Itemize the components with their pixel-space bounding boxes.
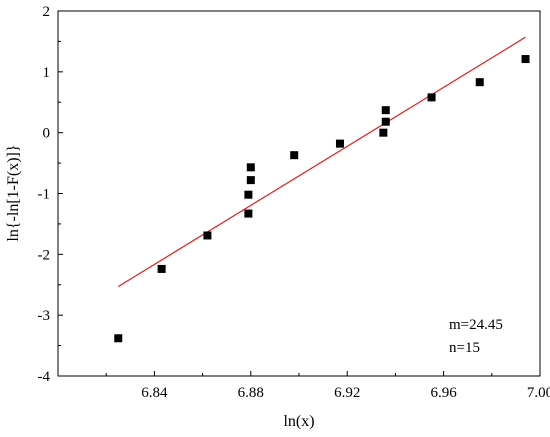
data-point [381, 117, 390, 126]
data-point [246, 163, 255, 172]
data-point [203, 231, 212, 240]
data-point [335, 139, 344, 148]
y-tick-label: -3 [38, 308, 51, 324]
data-point [475, 78, 484, 87]
y-tick-label: -4 [38, 369, 51, 385]
data-point [114, 334, 123, 343]
y-tick-label: -2 [38, 247, 51, 263]
data-point [521, 55, 530, 64]
data-point [427, 93, 436, 102]
x-tick-label: 6.84 [141, 385, 168, 401]
x-axis-title: ln(x) [283, 413, 314, 430]
data-point [157, 264, 166, 273]
x-tick-label: 6.92 [334, 385, 360, 401]
annotation-m: m=24.45 [449, 317, 503, 333]
data-point [244, 209, 253, 218]
fit-line [117, 36, 526, 288]
x-axis-ticks: 6.84 6.88 6.92 6.96 7.00 [105, 371, 550, 401]
data-point [244, 190, 253, 199]
y-axis-ticks: -4 -3 -2 -1 0 1 2 [38, 4, 63, 385]
x-tick-label: 6.88 [238, 385, 264, 401]
x-tick-label: 7.00 [527, 385, 550, 401]
data-point [290, 151, 299, 160]
data-points [114, 55, 530, 343]
data-point [381, 106, 390, 115]
data-point [246, 176, 255, 185]
y-tick-label: 1 [43, 65, 51, 81]
x-tick-label: 6.96 [430, 385, 457, 401]
y-axis-title: ln{-ln[1-F(x)]} [5, 144, 22, 241]
y-tick-label: 0 [43, 126, 51, 142]
annotation-n: n=15 [449, 340, 480, 356]
y-tick-label: 2 [43, 4, 51, 20]
data-point [379, 128, 388, 137]
y-tick-label: -1 [38, 187, 51, 203]
